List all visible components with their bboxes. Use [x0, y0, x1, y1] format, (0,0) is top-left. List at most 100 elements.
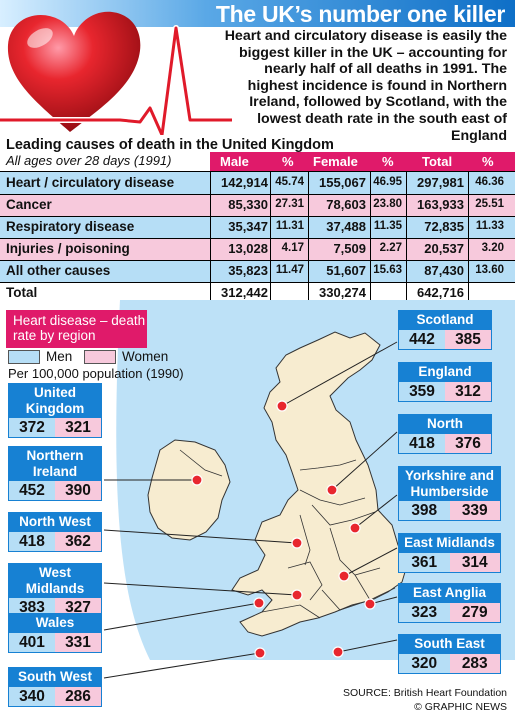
cell-female: 155,067 [319, 175, 366, 190]
cell-total-pct: 46.36 [475, 176, 504, 188]
region-women-rate: 286 [55, 686, 101, 706]
marker-north-west [291, 537, 303, 549]
legend-men-swatch [8, 350, 40, 364]
region-values: 398 339 [398, 501, 501, 521]
region-name: West Midlands [8, 563, 102, 598]
region-values: 359 312 [398, 381, 492, 402]
cell-female: 7,509 [333, 241, 366, 256]
table-title: Leading causes of death in the United Ki… [6, 137, 334, 153]
region-name: Yorkshire and Humberside [398, 466, 501, 501]
row-cause-label: Injuries / poisoning [6, 241, 130, 256]
cell-male-pct: 27.31 [275, 198, 304, 210]
region-women-rate: 376 [445, 433, 491, 453]
intro-text: Heart and circulatory disease is easily … [224, 28, 507, 144]
region-women-rate: 390 [55, 481, 101, 500]
region-values: 323 279 [398, 602, 501, 623]
table-column-divider [406, 172, 407, 304]
region-men-rate: 323 [399, 602, 450, 622]
region-box-northern-ireland: Northern Ireland 452 390 [8, 446, 102, 501]
region-name: South West [8, 667, 102, 687]
cell-male: 312,442 [221, 285, 268, 300]
region-box-north: North 418 376 [398, 414, 492, 454]
region-women-rate: 327 [55, 598, 101, 617]
cell-male-pct: 11.47 [275, 264, 304, 276]
cell-female-pct: 11.35 [373, 220, 402, 232]
cell-male: 142,914 [221, 175, 268, 190]
table-subtitle: All ages over 28 days (1991) [6, 153, 172, 168]
region-box-west-midlands: West Midlands 383 327 [8, 563, 102, 618]
table-row: Injuries / poisoning 13,028 4.17 7,509 2.27 2… [0, 238, 515, 260]
marker-east-midlands [338, 570, 350, 582]
region-women-rate: 362 [55, 531, 101, 551]
region-men-rate: 383 [9, 598, 55, 617]
cell-female-pct: 15.63 [373, 264, 402, 276]
row-cause-label: All other causes [6, 263, 111, 278]
region-box-united-kingdom: United Kingdom 372 321 [8, 383, 102, 438]
marker-west-midlands [291, 589, 303, 601]
row-cause-label: Total [6, 285, 38, 300]
region-name: Scotland [398, 310, 492, 330]
region-men-rate: 401 [9, 632, 55, 652]
region-box-east-midlands: East Midlands 361 314 [398, 533, 501, 573]
region-box-north-west: North West 418 362 [8, 512, 102, 552]
cell-total: 642,716 [417, 285, 464, 300]
region-values: 418 362 [8, 531, 102, 552]
page-title: The UK’s number one killer [215, 1, 505, 27]
great-britain-shape [231, 331, 409, 637]
table-divider [0, 282, 515, 283]
table-column-divider [468, 172, 469, 304]
region-women-rate: 314 [449, 552, 500, 572]
region-values: 383 327 [8, 598, 102, 618]
cell-total: 20,537 [424, 241, 464, 256]
table-divider [0, 260, 515, 261]
marker-scotland [276, 400, 288, 412]
heart-icon [0, 11, 232, 135]
table-divider [0, 238, 515, 239]
table-divider [0, 216, 515, 217]
region-women-rate: 331 [55, 632, 101, 652]
region-name: North West [8, 512, 102, 532]
region-box-yorkshire-and-humberside: Yorkshire and Humberside 398 339 [398, 466, 501, 521]
region-name: United Kingdom [8, 383, 102, 418]
region-values: 361 314 [398, 552, 501, 573]
boundary-ni [179, 449, 223, 477]
marker-south-east [332, 646, 344, 658]
row-cause-label: Cancer [6, 197, 52, 212]
region-men-rate: 442 [399, 329, 445, 349]
region-women-rate: 279 [449, 602, 500, 622]
region-women-rate: 385 [445, 329, 491, 349]
boundary-sw [261, 604, 321, 619]
region-men-rate: 398 [399, 501, 450, 520]
region-men-rate: 320 [399, 653, 450, 673]
cell-male: 85,330 [228, 197, 268, 212]
marker-northern-ireland [191, 474, 203, 486]
cell-total-pct: 13.60 [475, 264, 504, 276]
cell-male: 13,028 [228, 241, 268, 256]
region-women-rate: 321 [55, 418, 101, 437]
region-values: 340 286 [8, 686, 102, 707]
table-row: Total 312,442 330,274 642,716 [0, 282, 515, 304]
cell-total: 297,981 [417, 175, 464, 190]
region-box-scotland: Scotland 442 385 [398, 310, 492, 350]
region-values: 401 331 [8, 632, 102, 653]
cell-total: 163,933 [417, 197, 464, 212]
region-box-east-anglia: East Anglia 323 279 [398, 583, 501, 623]
region-box-england: England 359 312 [398, 362, 492, 402]
col-header-total-pct: % [468, 152, 515, 171]
region-values: 372 321 [8, 418, 102, 438]
source-note: SOURCE: British Heart Foundation © GRAPH… [343, 686, 507, 714]
region-women-rate: 312 [445, 381, 491, 401]
marker-east-anglia [364, 598, 376, 610]
cell-total-pct: 3.20 [481, 242, 504, 254]
table-divider [0, 194, 515, 195]
table-row: Respiratory disease 35,347 11.31 37,488 11.3… [0, 216, 515, 238]
cell-female-pct: 46.95 [373, 176, 402, 188]
region-name: East Anglia [398, 583, 501, 603]
region-men-rate: 418 [9, 531, 55, 551]
col-header-male: Male [210, 152, 270, 171]
marker-yorkshire [349, 522, 361, 534]
marker-north [326, 484, 338, 496]
legend-women-swatch [84, 350, 116, 364]
region-values: 442 385 [398, 329, 492, 350]
region-box-wales: Wales 401 331 [8, 613, 102, 653]
